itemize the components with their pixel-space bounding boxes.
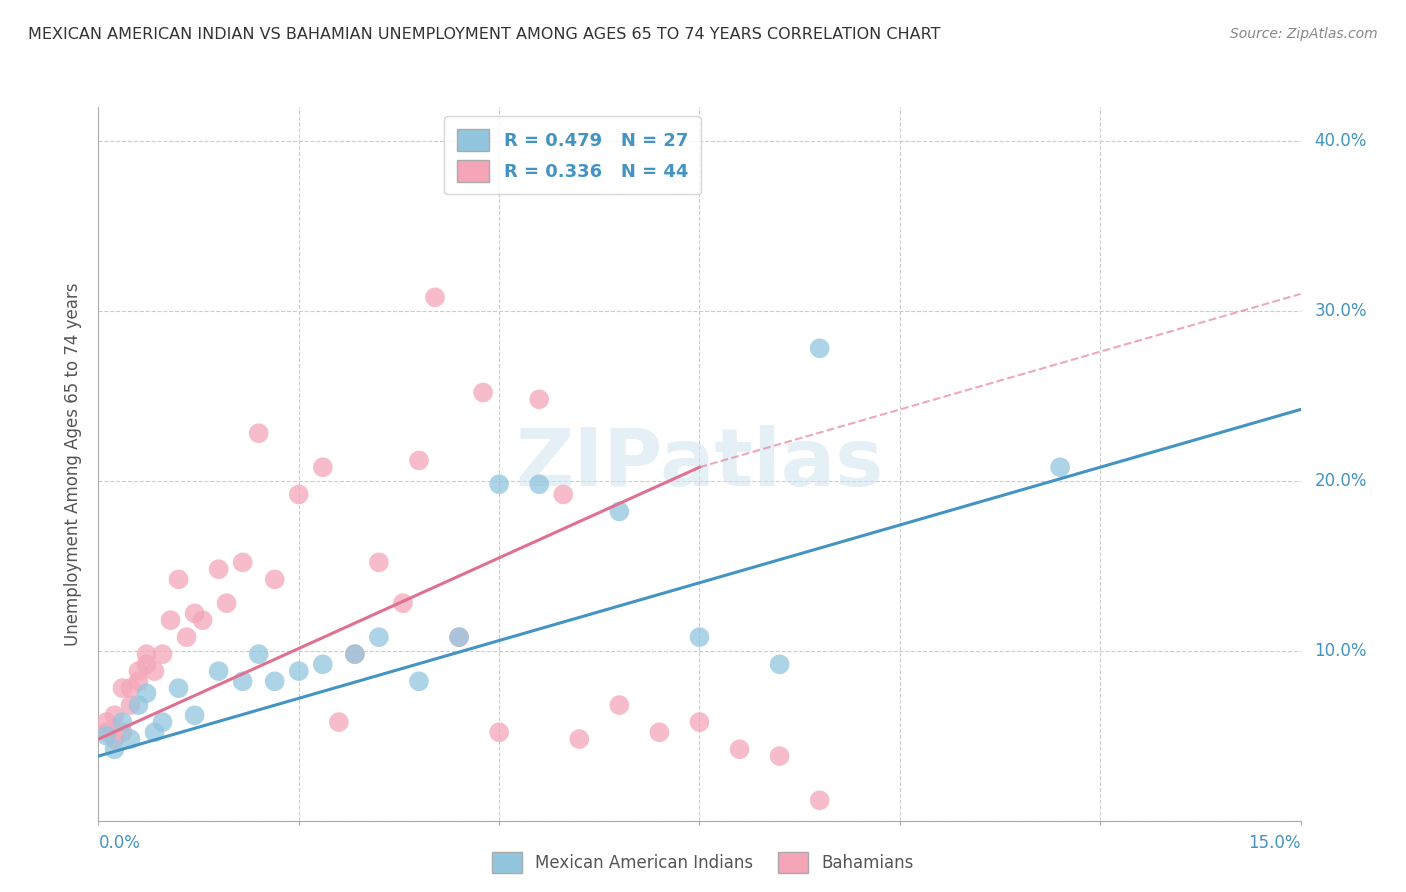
Point: [728, 742, 751, 756]
Point: [648, 725, 671, 739]
Point: [609, 504, 631, 518]
Point: [247, 647, 270, 661]
Text: 15.0%: 15.0%: [1249, 834, 1301, 852]
Text: MEXICAN AMERICAN INDIAN VS BAHAMIAN UNEMPLOYMENT AMONG AGES 65 TO 74 YEARS CORRE: MEXICAN AMERICAN INDIAN VS BAHAMIAN UNEM…: [28, 27, 941, 42]
Point: [408, 453, 430, 467]
Point: [247, 426, 270, 441]
Point: [343, 647, 366, 661]
Point: [447, 630, 470, 644]
Point: [808, 341, 831, 355]
Text: 0.0%: 0.0%: [98, 834, 141, 852]
Point: [103, 732, 125, 747]
Point: [288, 664, 311, 678]
Point: [488, 477, 510, 491]
Point: [128, 664, 150, 678]
Point: [288, 487, 311, 501]
Point: [488, 725, 510, 739]
Point: [529, 392, 551, 407]
Point: [768, 657, 790, 672]
Point: [111, 681, 134, 695]
Legend: Mexican American Indians, Bahamians: Mexican American Indians, Bahamians: [485, 846, 921, 880]
Point: [368, 630, 391, 644]
Point: [208, 664, 231, 678]
Text: 20.0%: 20.0%: [1315, 472, 1367, 490]
Text: ZIPatlas: ZIPatlas: [516, 425, 883, 503]
Point: [688, 630, 710, 644]
Point: [312, 657, 335, 672]
Point: [529, 477, 551, 491]
Point: [152, 647, 174, 661]
Point: [159, 613, 181, 627]
Point: [328, 715, 350, 730]
Point: [312, 460, 335, 475]
Point: [1049, 460, 1071, 475]
Point: [768, 749, 790, 764]
Point: [128, 674, 150, 689]
Text: 10.0%: 10.0%: [1315, 641, 1367, 660]
Point: [472, 385, 495, 400]
Point: [135, 647, 157, 661]
Point: [215, 596, 238, 610]
Text: Source: ZipAtlas.com: Source: ZipAtlas.com: [1230, 27, 1378, 41]
Point: [143, 725, 166, 739]
Point: [103, 708, 125, 723]
Point: [135, 686, 157, 700]
Point: [152, 715, 174, 730]
Point: [183, 607, 205, 621]
Point: [392, 596, 415, 610]
Point: [408, 674, 430, 689]
Point: [232, 674, 254, 689]
Point: [96, 715, 118, 730]
Point: [176, 630, 198, 644]
Point: [135, 657, 157, 672]
Legend: R = 0.479   N = 27, R = 0.336   N = 44: R = 0.479 N = 27, R = 0.336 N = 44: [444, 116, 700, 194]
Point: [111, 725, 134, 739]
Point: [688, 715, 710, 730]
Point: [368, 555, 391, 569]
Point: [447, 630, 470, 644]
Point: [609, 698, 631, 712]
Point: [111, 715, 134, 730]
Point: [96, 729, 118, 743]
Point: [183, 708, 205, 723]
Point: [143, 664, 166, 678]
Point: [263, 573, 285, 587]
Point: [120, 698, 142, 712]
Point: [128, 698, 150, 712]
Point: [263, 674, 285, 689]
Point: [423, 290, 446, 304]
Point: [553, 487, 575, 501]
Text: 30.0%: 30.0%: [1315, 301, 1367, 320]
Point: [208, 562, 231, 576]
Point: [343, 647, 366, 661]
Point: [232, 555, 254, 569]
Point: [103, 742, 125, 756]
Point: [96, 725, 118, 739]
Point: [167, 573, 190, 587]
Point: [808, 793, 831, 807]
Text: 40.0%: 40.0%: [1315, 132, 1367, 150]
Point: [568, 732, 591, 747]
Point: [120, 732, 142, 747]
Y-axis label: Unemployment Among Ages 65 to 74 years: Unemployment Among Ages 65 to 74 years: [65, 282, 83, 646]
Point: [167, 681, 190, 695]
Point: [120, 681, 142, 695]
Point: [191, 613, 214, 627]
